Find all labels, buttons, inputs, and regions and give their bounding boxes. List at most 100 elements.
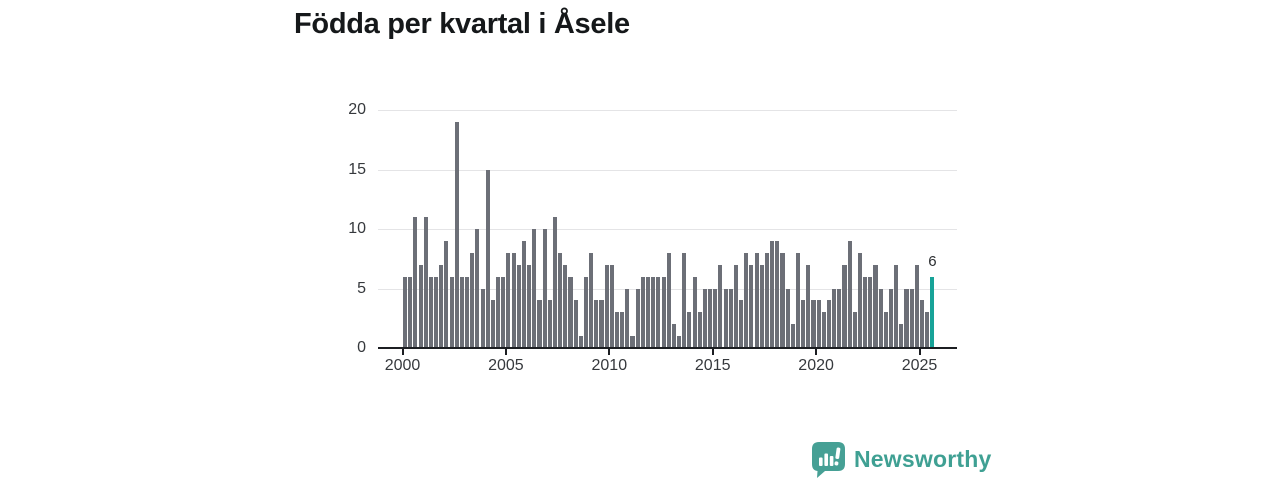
- bar: [811, 300, 816, 348]
- bar: [780, 252, 785, 348]
- bar: [594, 300, 599, 348]
- x-axis-tick: [608, 349, 611, 355]
- bar: [682, 252, 687, 348]
- x-axis-line: [378, 346, 957, 349]
- bar: [428, 276, 433, 348]
- bar: [754, 252, 759, 348]
- bar: [795, 252, 800, 348]
- gridline-y-15: [378, 169, 957, 171]
- bar: [878, 288, 883, 348]
- x-axis-tick: [918, 349, 921, 355]
- gridline-y-20: [378, 110, 957, 111]
- bar: [925, 312, 930, 348]
- bar: [645, 276, 651, 348]
- bar: [759, 264, 764, 348]
- bar: [842, 264, 847, 348]
- bar: [563, 264, 568, 348]
- bar: [465, 276, 470, 348]
- x-axis-tick: [815, 349, 818, 355]
- bar: [614, 312, 620, 348]
- bar: [790, 324, 795, 348]
- highlighted-bar: [930, 276, 935, 348]
- bar: [697, 312, 702, 348]
- bar: [770, 240, 775, 348]
- bar: [537, 300, 542, 348]
- newsworthy-logo-text: Newsworthy: [854, 446, 992, 472]
- y-axis-tick-label: 0: [357, 339, 366, 356]
- bar: [609, 264, 614, 348]
- bar: [418, 264, 423, 348]
- y-axis-tick-label: 15: [348, 160, 366, 178]
- bar: [687, 312, 692, 348]
- bar: [516, 264, 521, 348]
- bar: [806, 264, 811, 348]
- bar: [542, 229, 547, 348]
- bar: [527, 264, 532, 348]
- x-axis-tick-label: 2020: [798, 357, 834, 374]
- bar: [470, 252, 475, 348]
- bar: [749, 264, 754, 348]
- bar: [847, 240, 852, 348]
- bar: [785, 288, 790, 348]
- y-axis-tick-label: 10: [348, 220, 366, 237]
- bar: [677, 336, 682, 348]
- bar: [826, 300, 832, 348]
- bar: [899, 324, 904, 348]
- bar: [873, 264, 878, 348]
- bar: [568, 276, 573, 348]
- bar: [666, 252, 671, 348]
- newsworthy-speech-bubble-chart-icon: [812, 442, 845, 478]
- bar: [857, 252, 863, 348]
- bar: [444, 240, 449, 348]
- bar: [852, 312, 857, 348]
- chart-title: Födda per kvartal i Åsele: [294, 8, 630, 40]
- bar: [739, 300, 744, 348]
- bar: [651, 276, 656, 348]
- x-axis-tick-label: 2005: [488, 357, 524, 374]
- x-axis-tick: [401, 349, 404, 355]
- bar: [635, 288, 640, 348]
- bar: [532, 229, 537, 348]
- x-axis-tick: [504, 349, 507, 355]
- bar: [408, 276, 413, 348]
- bar: [868, 276, 873, 348]
- x-axis-tick-label: 2015: [694, 357, 731, 374]
- bar: [583, 276, 589, 348]
- bar: [485, 169, 490, 348]
- gridline-y-10: [378, 229, 957, 230]
- bar: [894, 264, 899, 348]
- bar: [490, 300, 495, 348]
- bar: [640, 276, 645, 348]
- bar: [863, 276, 868, 348]
- bar: [888, 288, 894, 348]
- bar: [904, 288, 909, 348]
- bar: [816, 300, 821, 348]
- bar: [914, 264, 919, 348]
- bar: [599, 300, 604, 348]
- bar: [620, 312, 625, 348]
- bar: [702, 288, 707, 348]
- newsworthy-logo[interactable]: Newsworthy: [811, 441, 991, 478]
- bar: [547, 300, 552, 348]
- bar: [733, 264, 738, 348]
- bar: [506, 252, 511, 348]
- bar: [454, 121, 459, 348]
- bar: [656, 276, 661, 348]
- bar: [671, 324, 676, 348]
- x-axis-tick-label: 2025: [901, 357, 938, 374]
- bar: [625, 288, 630, 348]
- bar: [459, 276, 464, 348]
- bar: [521, 240, 526, 348]
- bar: [511, 252, 516, 348]
- bar: [439, 264, 444, 348]
- last-value-annotation: 6: [928, 252, 937, 270]
- bar: [552, 217, 558, 348]
- bar: [480, 288, 485, 348]
- bar: [764, 252, 769, 348]
- bar: [883, 312, 888, 348]
- bar: [423, 217, 428, 348]
- bar: [630, 336, 635, 348]
- bar: [909, 288, 914, 348]
- bar: [434, 276, 439, 348]
- bar: [713, 288, 718, 348]
